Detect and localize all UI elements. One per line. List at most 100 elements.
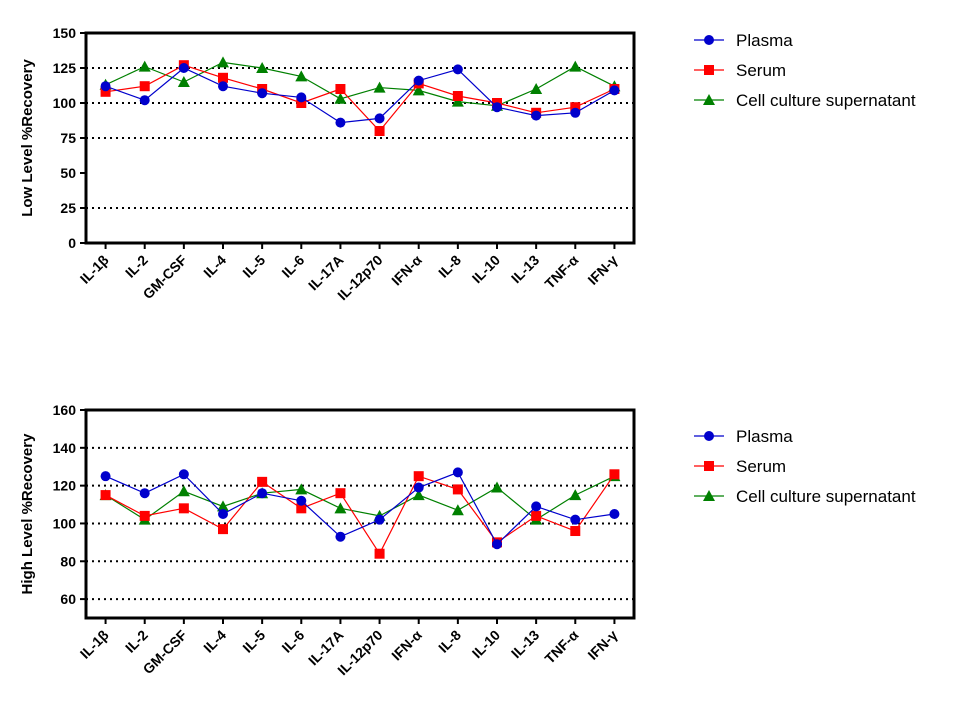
data-point [334, 92, 347, 104]
data-point [296, 495, 307, 506]
y-tick-label: 160 [53, 402, 77, 418]
data-point [335, 531, 346, 542]
legend-marker [704, 431, 714, 441]
legend-marker [704, 35, 714, 45]
data-point [413, 75, 424, 86]
data-point [218, 509, 228, 519]
x-tick-label: IL-10 [469, 627, 504, 662]
data-point [452, 64, 463, 75]
data-point [139, 95, 150, 106]
legend-label: Plasma [736, 427, 793, 446]
data-point [373, 81, 386, 93]
data-point [492, 102, 502, 113]
data-point [100, 81, 111, 92]
data-point [100, 490, 111, 501]
y-axis-label: Low Level %Recovery [19, 59, 36, 217]
data-point [139, 510, 150, 521]
data-point [374, 548, 385, 559]
x-tick-label: IL-4 [200, 627, 229, 656]
data-point [569, 489, 582, 501]
data-point [178, 469, 189, 480]
x-tick-label: IFN-γ [584, 252, 620, 288]
chart-1: 0 25 50 75 100 125 150 IL-1β IL-2GM-CSF IL-4 IL-5 I… [19, 25, 916, 303]
y-axis-label: High Level %Recovery [19, 433, 36, 595]
data-point [218, 524, 228, 535]
series-line [105, 67, 615, 124]
data-point [139, 488, 150, 499]
data-point [609, 469, 620, 480]
x-tick-label: IL-1β [77, 251, 112, 286]
data-point [609, 85, 620, 96]
legend-label: Plasma [736, 31, 793, 50]
legend-label: Serum [736, 457, 786, 476]
x-tick-label: IFN-α [388, 627, 425, 664]
data-point [218, 72, 228, 83]
data-point [217, 56, 229, 68]
x-tick-label: IL-6 [278, 252, 307, 281]
x-tick-label: IL-2 [122, 252, 151, 281]
legend-marker [703, 490, 715, 501]
data-point [609, 509, 620, 519]
data-point [530, 83, 543, 94]
data-point [412, 84, 425, 96]
series-line [105, 64, 615, 132]
x-tick-label: IL-6 [278, 627, 307, 656]
y-tick-label: 140 [53, 440, 77, 456]
legend-label: Cell culture supernatant [736, 91, 916, 110]
data-point [257, 88, 268, 99]
data-point [412, 489, 425, 501]
data-point [491, 481, 503, 493]
data-point [177, 485, 190, 497]
series-line [105, 471, 615, 546]
data-point [296, 92, 307, 103]
data-point [178, 503, 189, 514]
x-tick-label: IL-5 [239, 627, 268, 656]
data-point [452, 91, 463, 101]
data-point [100, 471, 111, 482]
x-tick-label: IFN-γ [584, 627, 620, 663]
y-tick-label: 100 [53, 515, 77, 531]
y-tick-label: 80 [60, 553, 76, 569]
x-tick-label: IL-13 [508, 252, 543, 287]
data-point [217, 500, 229, 512]
y-tick-label: 150 [53, 25, 77, 41]
data-point [569, 60, 582, 72]
data-point [374, 113, 385, 124]
data-point [374, 126, 385, 136]
data-point [218, 81, 228, 92]
x-tick-label: IL-13 [508, 627, 543, 662]
data-point [451, 95, 464, 107]
legend: Plasma Serum Cell culture supernatant [694, 31, 916, 110]
data-point [257, 488, 268, 499]
x-tick-label: IL-1β [77, 626, 112, 661]
legend-marker [704, 65, 714, 75]
data-point [257, 476, 268, 487]
x-tick-label: TNF-α [541, 252, 581, 292]
legend-label: Cell culture supernatant [736, 487, 916, 506]
data-point [570, 526, 581, 537]
y-tick-label: 25 [60, 200, 76, 216]
chart-2: 60 80 100 120 140 160 IL-1β IL-2GM-CSF IL-4 IL-5 I… [19, 402, 916, 678]
data-point [335, 488, 346, 499]
data-point [295, 70, 308, 82]
x-tick-label: IL-2 [122, 627, 151, 656]
y-tick-label: 100 [53, 95, 77, 111]
data-point [256, 62, 269, 73]
data-point [531, 501, 542, 512]
y-tick-label: 75 [60, 130, 76, 146]
series-plasma [100, 63, 620, 128]
y-tick-label: 120 [53, 478, 77, 494]
legend-label: Serum [736, 61, 786, 80]
plot-frame [84, 31, 636, 245]
x-tick-label: GM-CSF [140, 626, 191, 677]
legend-marker [703, 94, 715, 105]
data-point [178, 63, 189, 73]
data-point [296, 98, 307, 108]
y-tick-label: 0 [68, 235, 76, 251]
data-point [452, 467, 463, 478]
x-tick-label: IL-5 [239, 252, 268, 281]
x-tick-label: IL-8 [435, 627, 464, 656]
data-point [335, 117, 346, 128]
data-point [492, 539, 502, 550]
